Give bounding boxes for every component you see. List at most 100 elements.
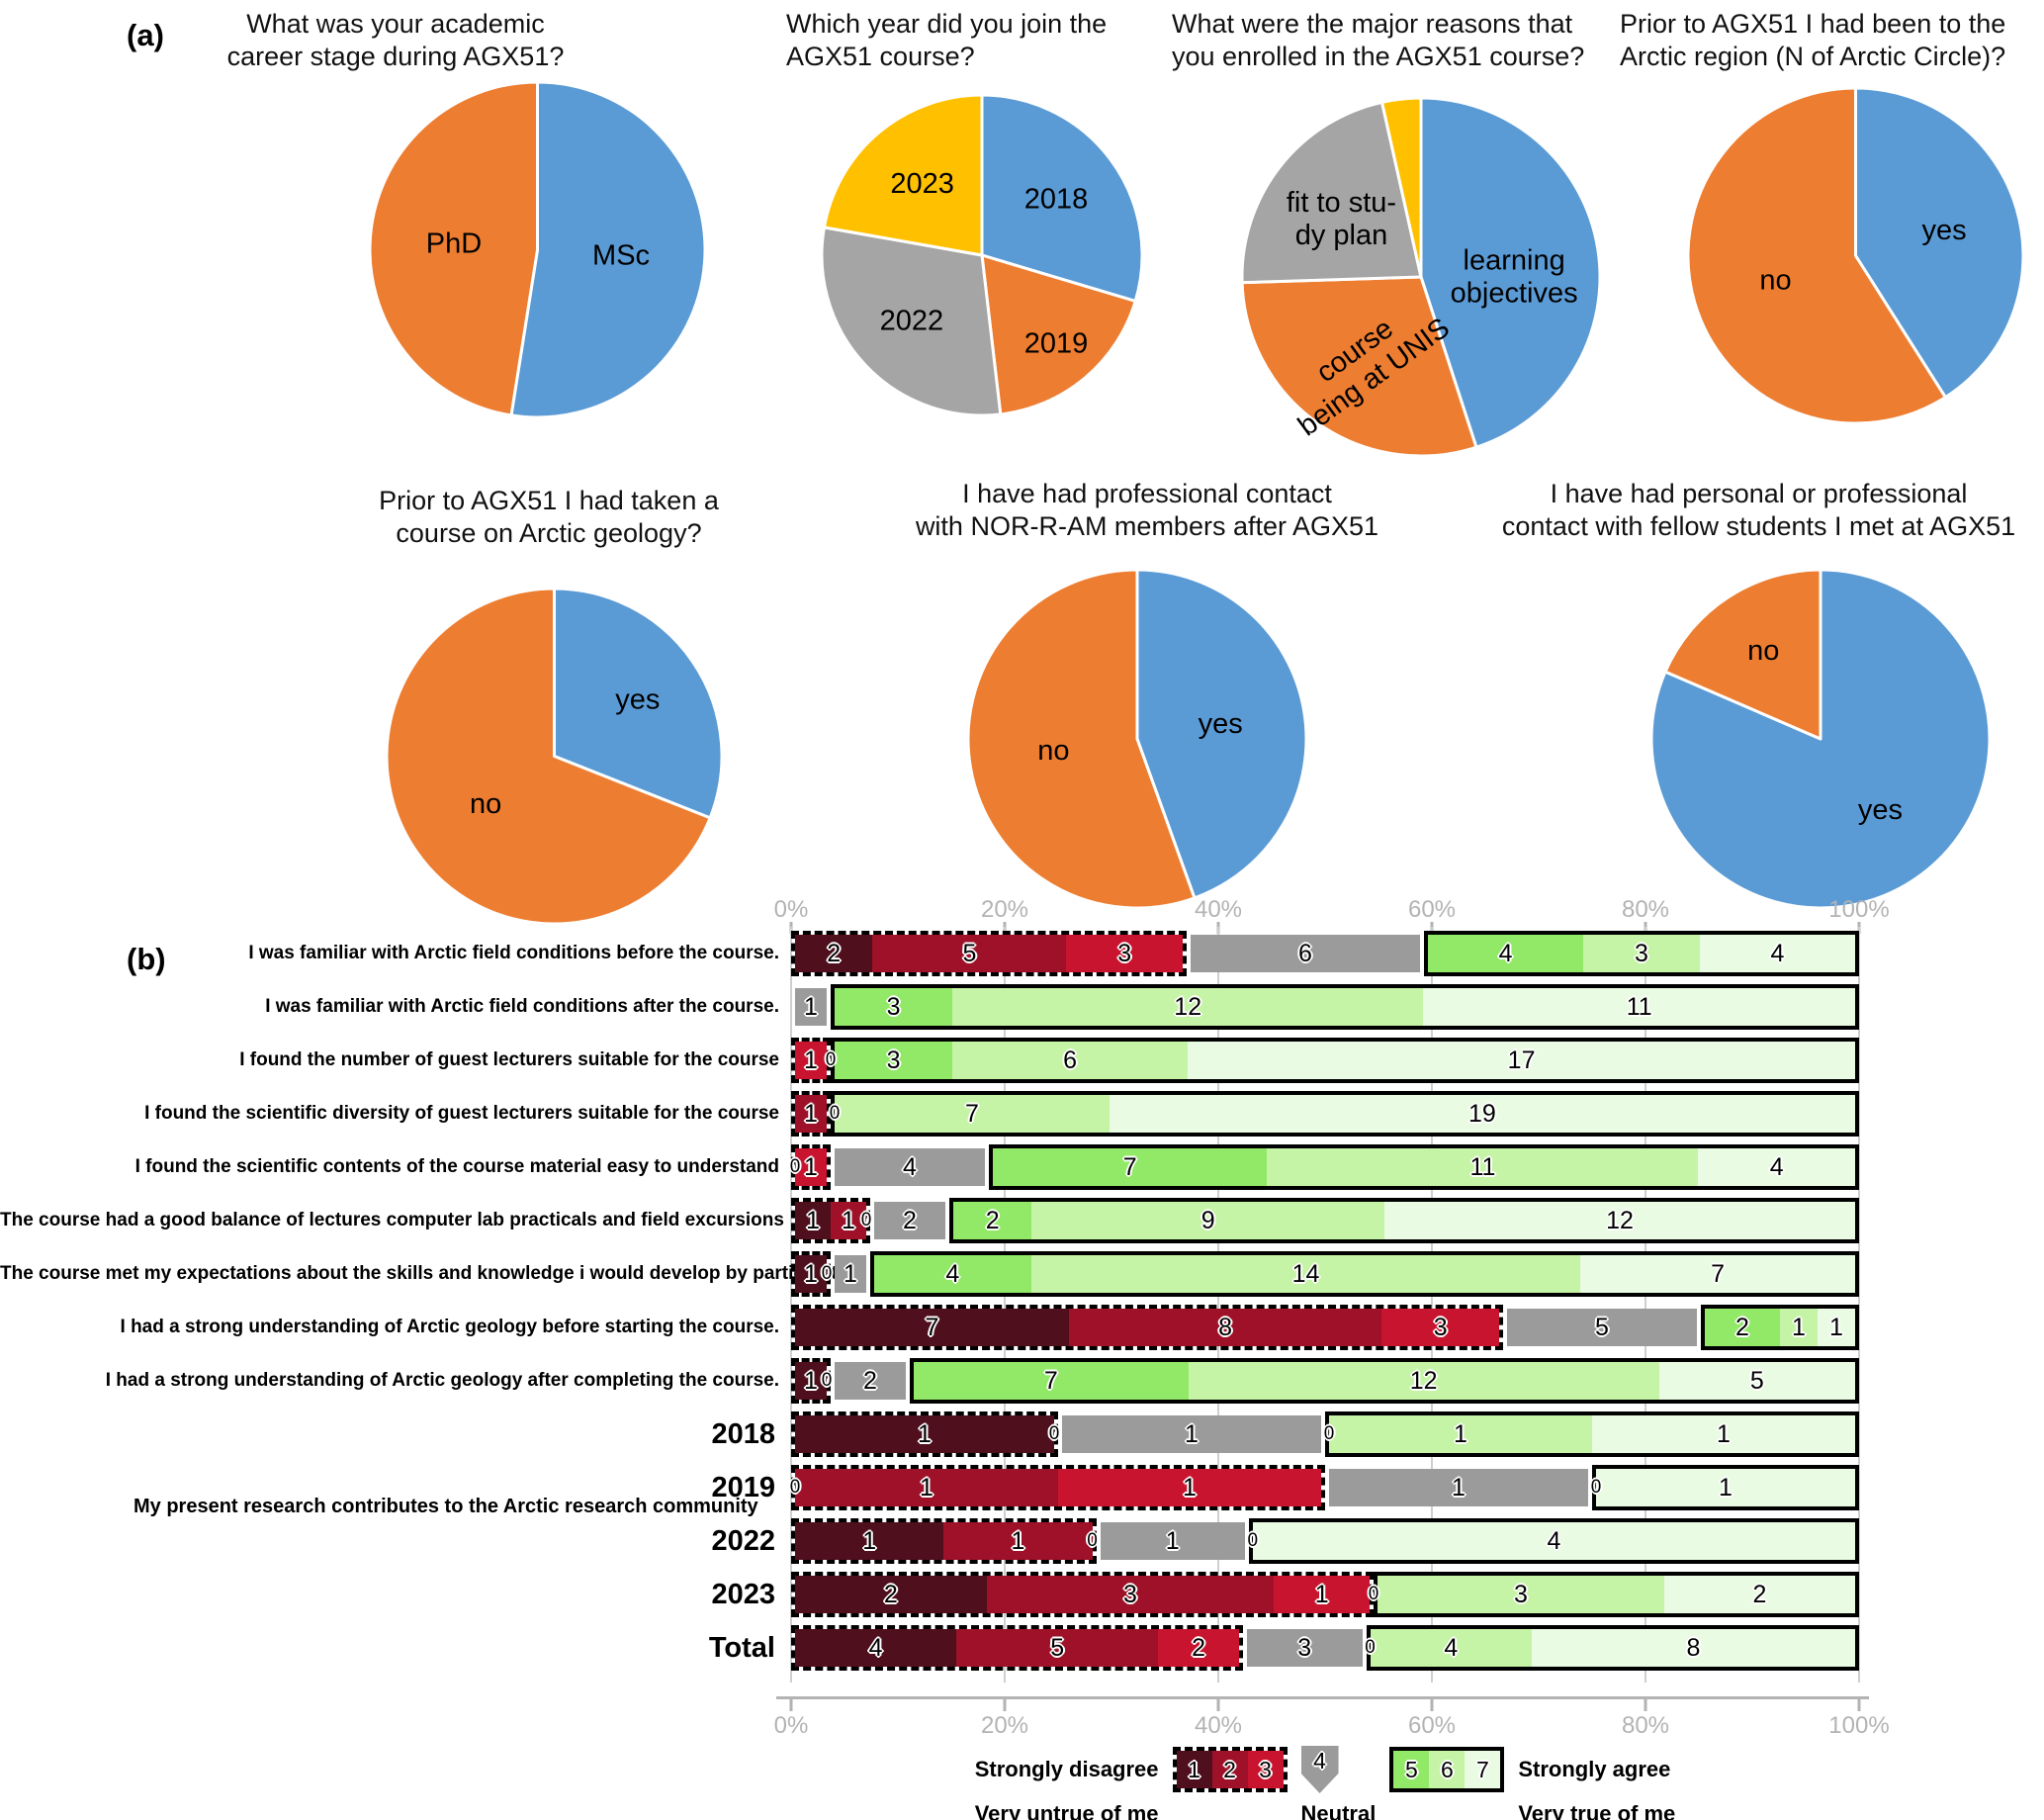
segment-value: 3: [886, 1046, 901, 1074]
top-axis: 0% 20% 40% 60% 80% 100%: [0, 896, 1890, 936]
bar-segment-cat3: 3: [1381, 1309, 1499, 1346]
likert-row: 2022 1 1 0 1 0 4: [0, 1518, 1879, 1564]
axis-tick-label: 20%: [980, 896, 1029, 923]
neutral-group: 1: [1325, 1465, 1592, 1510]
bar-segment-cat1: 1: [795, 1362, 827, 1400]
segment-value: 3: [1433, 1313, 1448, 1341]
bar-segment-cat6: 14: [1030, 1255, 1581, 1293]
segment-zero-value: 0: [789, 1477, 801, 1498]
pie-slice-learning-objectives: [1419, 96, 1602, 449]
bar-segment-cat3: 2: [1158, 1629, 1239, 1667]
segment-value: 17: [1507, 1046, 1536, 1074]
stacked-bar: 0 1 4 7 11 4: [790, 1144, 1859, 1190]
bar-segment-cat3: 1: [795, 1042, 827, 1079]
segment-value: 1: [1314, 1580, 1329, 1608]
segment-value: 1: [804, 1152, 818, 1181]
segment-value: 2: [903, 1206, 917, 1234]
bar-segment-cat5: 3: [835, 1042, 953, 1079]
bar-segment-cat6: 12: [1188, 1362, 1659, 1400]
segment-value: 1: [1452, 1473, 1466, 1502]
pie-slice-label: no: [469, 788, 500, 820]
bar-segment-cat2: 5: [956, 1629, 1159, 1667]
segment-value: 14: [1291, 1259, 1320, 1288]
agree-group: 0 7 19: [830, 1091, 1859, 1137]
segment-value: 11: [1469, 1152, 1496, 1181]
bar-segment-cat5: 2: [1705, 1309, 1780, 1346]
pie-slice-no: [1686, 86, 1947, 424]
segment-value: 2: [1752, 1580, 1767, 1608]
neutral-group: 1: [1058, 1411, 1325, 1457]
pie-slice-label: 2018: [1024, 183, 1089, 215]
segment-value: 12: [1174, 992, 1202, 1021]
axis-tick-label: 80%: [1621, 896, 1670, 923]
stacked-bar: 2 5 3 6 4 3 4: [791, 931, 1859, 976]
segment-value: 1: [920, 1473, 933, 1502]
segment-value: 1: [804, 1366, 818, 1395]
pie-slice-2018: [980, 93, 1144, 303]
likert-row: 2018 1 0 1 0 1 1: [0, 1411, 1879, 1457]
segment-value: 1: [1719, 1473, 1733, 1502]
bar-segment-cat1: 1: [795, 1415, 1054, 1453]
bar-segment-cat5: 2: [953, 1202, 1032, 1239]
row-label: I was familiar with Arctic field conditi…: [248, 943, 779, 963]
bar-segment-cat2: 8: [1068, 1309, 1382, 1346]
axis-tick-label: 0%: [773, 1712, 809, 1739]
segment-value: 1: [844, 1259, 857, 1288]
segment-value: 4: [903, 1152, 917, 1181]
disagree-group: 1: [791, 1038, 831, 1083]
segment-value: 1: [842, 1206, 855, 1234]
segment-value: 12: [1409, 1366, 1438, 1395]
pie-slice-label: 2019: [1024, 327, 1089, 359]
neutral-group: 1: [831, 1251, 870, 1297]
legend-very-untrue: Very untrue of me: [974, 1801, 1159, 1820]
segment-value: 9: [1200, 1206, 1215, 1234]
pie-title: I have had personal or professional cont…: [1501, 479, 2016, 541]
likert-row: The course met my expectations about the…: [0, 1251, 1879, 1297]
pie-chart: yes no: [966, 568, 1308, 910]
bar-segment-cat6: 4: [1370, 1629, 1532, 1667]
bar-segment-cat4: 4: [835, 1148, 985, 1186]
segment-value: 3: [1297, 1633, 1312, 1662]
pie-slice-2023: [822, 93, 984, 257]
segment-value: 11: [1626, 992, 1652, 1021]
bar-segment-cat6: 1: [1780, 1309, 1818, 1346]
stacked-bar: 1 0 1 4 14 7: [791, 1251, 1859, 1297]
stacked-bar: 1 0 7 19: [791, 1091, 1859, 1137]
bar-segment-cat6: 9: [1031, 1202, 1385, 1239]
bar-segment-cat4: 1: [835, 1255, 866, 1293]
bar-segment-cat7: 4: [1699, 935, 1855, 972]
bar-segment-cat3: 1: [795, 1148, 827, 1186]
bar-segment-cat2: 5: [872, 935, 1067, 972]
pie-slice-other: [1380, 96, 1423, 279]
bar-segment-cat7: 5: [1658, 1362, 1855, 1400]
segment-value: 4: [1770, 939, 1785, 967]
agree-group: 3 12 11: [831, 984, 1859, 1030]
bar-segment-cat3: 3: [1066, 935, 1183, 972]
pie-slice-label: no: [1037, 735, 1069, 767]
segment-zero-value: 0: [1323, 1423, 1335, 1444]
pie-slice-label: yes: [1921, 214, 1966, 245]
legend-very-true: Very true of me: [1518, 1801, 1676, 1820]
pie-chart: yes no: [1649, 568, 1992, 910]
row-label: 2018: [711, 1417, 775, 1450]
segment-value: 5: [1050, 1633, 1065, 1662]
bar-segment-cat5: 7: [914, 1362, 1189, 1400]
legend-box-5: 5: [1393, 1751, 1430, 1788]
bar-segment-cat7: 17: [1188, 1042, 1855, 1079]
legend-number: 3: [1259, 1756, 1272, 1782]
neutral-group: 4: [831, 1144, 989, 1190]
segment-zero-value: 0: [1365, 1637, 1376, 1658]
row-label: 2019: [711, 1471, 775, 1503]
segment-value: 1: [804, 1046, 818, 1074]
agree-group: 4 3 4: [1424, 931, 1859, 976]
bar-segment-cat7: 7: [1580, 1255, 1855, 1293]
pie-title: Prior to AGX51 I had taken a course on A…: [379, 486, 719, 548]
pie-slice-2019: [980, 253, 1137, 416]
segment-value: 3: [1513, 1580, 1528, 1608]
segment-zero-value: 0: [1590, 1477, 1602, 1498]
axis-tick-label: 80%: [1621, 1712, 1670, 1739]
segment-value: 3: [1635, 939, 1648, 967]
